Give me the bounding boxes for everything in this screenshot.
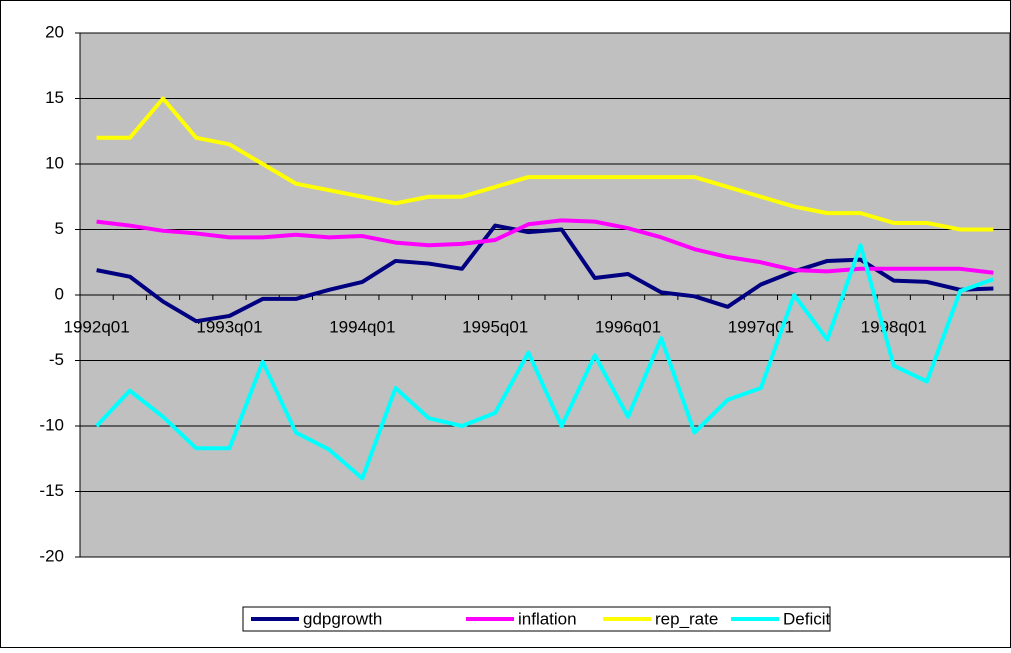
series-line xyxy=(96,218,994,275)
y-tick-label: -15 xyxy=(39,481,64,500)
y-tick-label: -20 xyxy=(39,546,64,565)
series-line xyxy=(96,223,994,324)
y-tick-label: 10 xyxy=(45,153,64,172)
legend-label: inflation xyxy=(518,609,577,628)
y-tick-label: 15 xyxy=(45,88,64,107)
x-tick-label: 1996q01 xyxy=(595,317,661,336)
x-tick-label: 1992q01 xyxy=(64,317,130,336)
x-tick-label: 1998q01 xyxy=(861,317,927,336)
y-tick-label: -5 xyxy=(49,350,64,369)
series-line xyxy=(95,243,995,481)
y-tick-label: 0 xyxy=(55,284,64,303)
legend: gdpgrowth inflation rep_rate Deficit xyxy=(242,606,831,632)
legend-label: Deficit xyxy=(783,609,831,628)
y-tick-label: -10 xyxy=(39,415,64,434)
x-tick-label: 1993q01 xyxy=(196,317,262,336)
series-line xyxy=(96,96,994,232)
y-tick-label: 20 xyxy=(45,22,64,41)
legend-label: gdpgrowth xyxy=(303,609,382,628)
y-tick-label: 5 xyxy=(55,219,64,238)
x-tick-label: 1997q01 xyxy=(728,317,794,336)
legend-label: rep_rate xyxy=(655,609,718,628)
x-tick-label: 1995q01 xyxy=(462,317,528,336)
x-tick-label: 1994q01 xyxy=(329,317,395,336)
